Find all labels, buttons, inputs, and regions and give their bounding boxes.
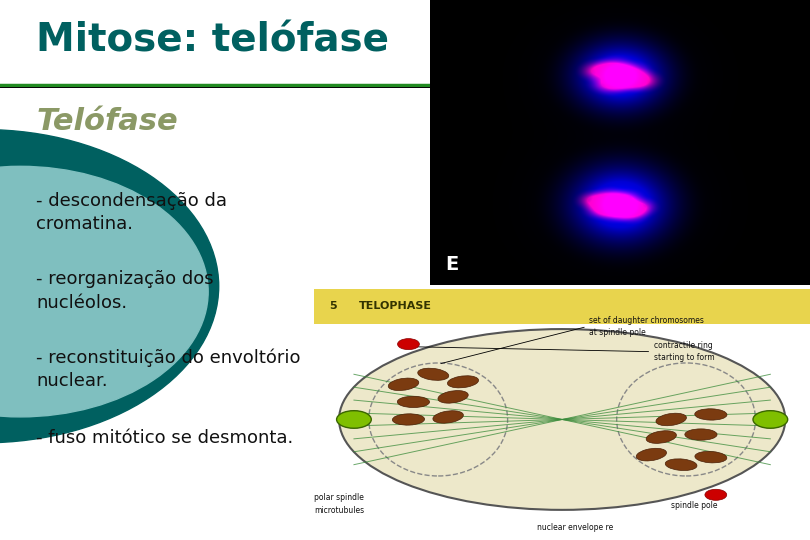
Text: spindle pole: spindle pole <box>671 501 718 510</box>
Text: polar spindle: polar spindle <box>314 494 364 502</box>
Circle shape <box>0 166 208 417</box>
Ellipse shape <box>417 369 450 380</box>
Text: starting to form: starting to form <box>654 353 714 362</box>
Ellipse shape <box>656 413 686 426</box>
Ellipse shape <box>398 396 429 408</box>
Ellipse shape <box>686 428 716 441</box>
Ellipse shape <box>696 451 727 463</box>
Text: nuclear envelope re: nuclear envelope re <box>537 523 614 532</box>
Ellipse shape <box>448 376 478 388</box>
Circle shape <box>337 411 371 428</box>
Ellipse shape <box>437 391 469 402</box>
Text: - reorganização dos
nucléolos.: - reorganização dos nucléolos. <box>36 270 214 312</box>
Text: E: E <box>446 255 458 274</box>
Text: Mitose: telófase: Mitose: telófase <box>36 22 390 59</box>
Text: - reconstituição do envoltório
nuclear.: - reconstituição do envoltório nuclear. <box>36 348 301 390</box>
Text: 5: 5 <box>329 301 337 312</box>
Ellipse shape <box>636 449 667 461</box>
Ellipse shape <box>393 414 424 426</box>
Ellipse shape <box>339 329 785 510</box>
Ellipse shape <box>388 378 419 390</box>
FancyBboxPatch shape <box>314 289 810 324</box>
Ellipse shape <box>646 431 677 443</box>
Text: microtubules: microtubules <box>314 506 364 515</box>
Circle shape <box>0 130 219 443</box>
Text: - fuso mitótico se desmonta.: - fuso mitótico se desmonta. <box>36 429 294 447</box>
Circle shape <box>753 411 787 428</box>
Text: Telófase: Telófase <box>36 107 178 136</box>
FancyBboxPatch shape <box>0 0 429 84</box>
Ellipse shape <box>695 409 727 420</box>
Circle shape <box>398 339 420 350</box>
Ellipse shape <box>665 459 697 470</box>
Text: set of daughter chromosomes: set of daughter chromosomes <box>590 316 704 325</box>
Text: TELOPHASE: TELOPHASE <box>359 301 432 312</box>
Ellipse shape <box>433 411 463 423</box>
Text: contractile ring: contractile ring <box>654 341 713 350</box>
Text: at spindle pole: at spindle pole <box>590 328 646 336</box>
Circle shape <box>705 489 727 501</box>
Text: - descondensação da
cromatina.: - descondensação da cromatina. <box>36 192 228 233</box>
